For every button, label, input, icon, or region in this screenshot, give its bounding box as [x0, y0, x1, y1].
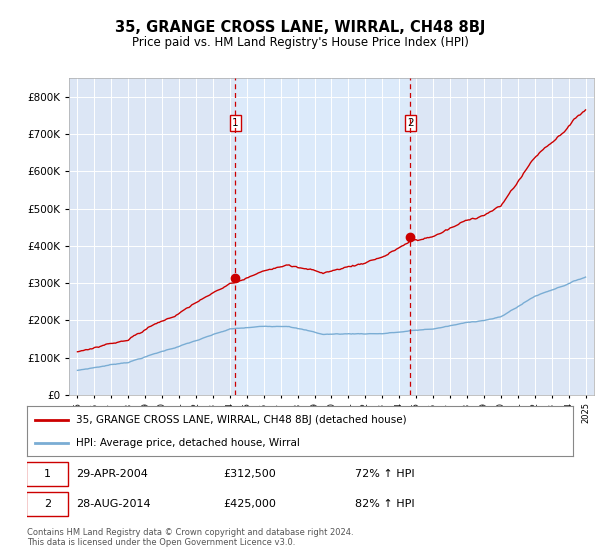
- FancyBboxPatch shape: [26, 492, 68, 516]
- Text: 35, GRANGE CROSS LANE, WIRRAL, CH48 8BJ (detached house): 35, GRANGE CROSS LANE, WIRRAL, CH48 8BJ …: [76, 414, 407, 424]
- Text: £425,000: £425,000: [224, 499, 277, 509]
- Text: Contains HM Land Registry data © Crown copyright and database right 2024.
This d: Contains HM Land Registry data © Crown c…: [27, 528, 353, 547]
- Text: 72% ↑ HPI: 72% ↑ HPI: [355, 469, 414, 479]
- Text: 29-APR-2004: 29-APR-2004: [76, 469, 148, 479]
- Text: Price paid vs. HM Land Registry's House Price Index (HPI): Price paid vs. HM Land Registry's House …: [131, 36, 469, 49]
- Text: 2: 2: [407, 118, 414, 128]
- Text: 1: 1: [232, 118, 239, 128]
- FancyBboxPatch shape: [26, 462, 68, 486]
- Text: 2: 2: [44, 499, 51, 509]
- Text: £312,500: £312,500: [224, 469, 277, 479]
- Text: 28-AUG-2014: 28-AUG-2014: [76, 499, 151, 509]
- Text: 1: 1: [44, 469, 51, 479]
- Text: HPI: Average price, detached house, Wirral: HPI: Average price, detached house, Wirr…: [76, 438, 300, 448]
- Text: 35, GRANGE CROSS LANE, WIRRAL, CH48 8BJ: 35, GRANGE CROSS LANE, WIRRAL, CH48 8BJ: [115, 20, 485, 35]
- Text: 82% ↑ HPI: 82% ↑ HPI: [355, 499, 414, 509]
- Bar: [235, 78, 410, 395]
